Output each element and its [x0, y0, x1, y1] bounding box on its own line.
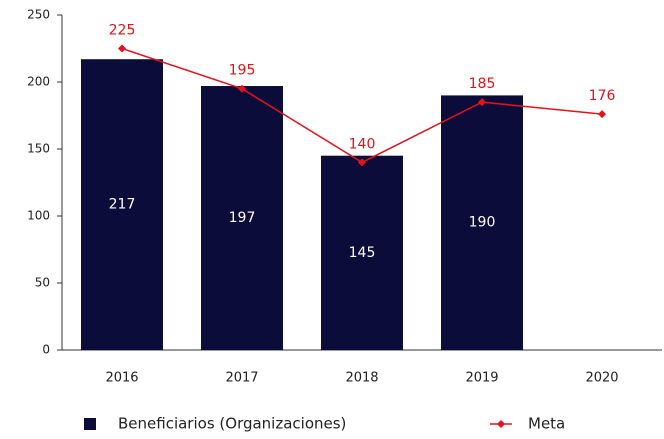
legend-marker: [497, 420, 505, 428]
x-tick-label: 2017: [225, 371, 258, 386]
line-marker: [118, 44, 126, 53]
line-label: 140: [349, 136, 376, 152]
bar: [321, 155, 403, 350]
line-label: 185: [469, 76, 496, 92]
legend-label: Beneficiarios (Organizaciones): [118, 415, 346, 433]
y-tick-label: 0: [42, 343, 50, 357]
x-tick-label: 2020: [585, 371, 618, 386]
line-label: 195: [229, 63, 256, 79]
y-tick-label: 150: [27, 142, 50, 156]
x-tick-label: 2018: [345, 371, 378, 386]
line-label: 176: [589, 88, 616, 104]
y-tick-label: 50: [35, 276, 50, 290]
bar-label: 145: [349, 245, 376, 261]
legend-swatch: [84, 418, 96, 430]
line-label: 225: [109, 23, 136, 39]
line-marker: [238, 84, 246, 93]
bar: [441, 95, 523, 351]
bar-label: 190: [469, 215, 496, 231]
line-marker: [358, 158, 366, 167]
x-tick-label: 2019: [465, 371, 498, 386]
line-marker: [478, 98, 486, 107]
y-tick-label: 200: [27, 75, 50, 89]
x-tick-label: 2016: [105, 371, 138, 386]
bar: [201, 86, 283, 351]
y-tick-label: 100: [27, 209, 50, 223]
legend-label: Meta: [528, 415, 565, 433]
bar: [81, 59, 163, 350]
bar-label: 197: [229, 210, 256, 226]
y-tick-label: 250: [27, 8, 50, 22]
bar-label: 217: [109, 197, 136, 213]
line-marker: [598, 110, 606, 119]
